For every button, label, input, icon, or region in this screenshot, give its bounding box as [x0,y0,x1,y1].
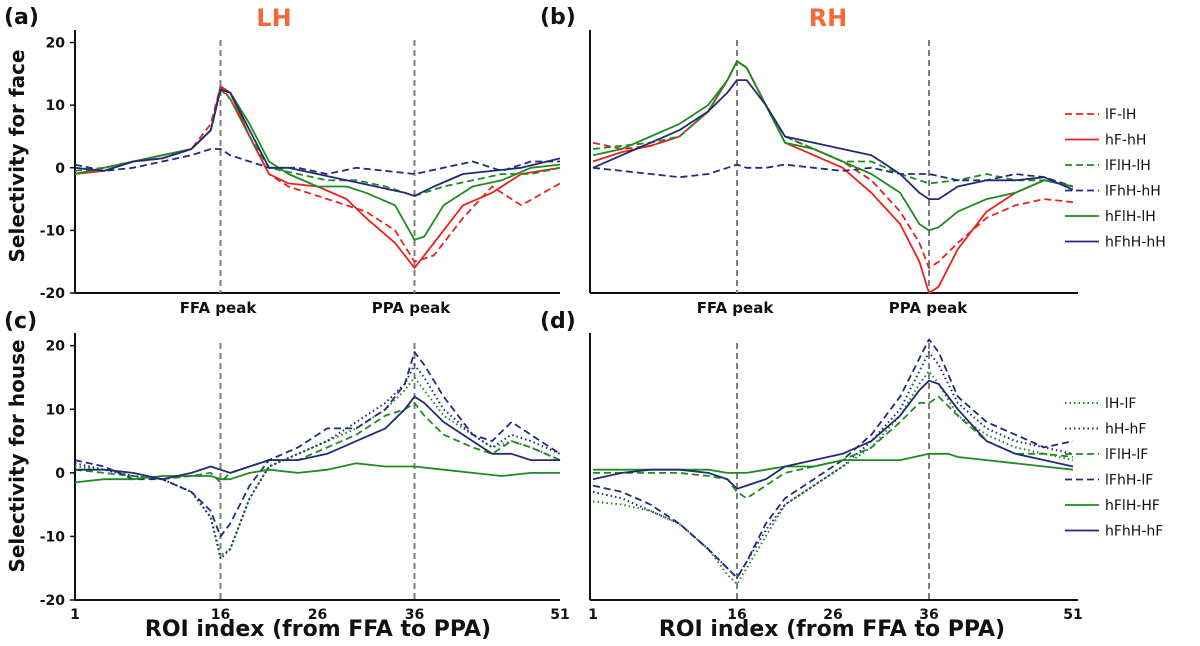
legend-label: lFhH-lF [1105,473,1153,489]
ffa-peak-label-b: FFA peak [697,299,775,317]
y-tick-label: 20 [46,36,66,52]
series-line-hH-hF [592,351,1074,579]
series-line-hFhH-hF [592,379,1074,490]
series-line-lFlH-lH [592,60,1074,188]
series-line-lFlH-lH [74,88,561,197]
ppa-peak-label-a: PPA peak [372,299,451,317]
x-tick-label: 16 [211,607,230,623]
ffa-peak-label-a: FFA peak [180,299,258,317]
x-tick-label: 16 [727,607,746,623]
panel-1 [589,30,1078,294]
y-tick-label: 0 [55,161,65,177]
series-line-hFhH-hH [74,88,561,197]
x-tick-label: 51 [550,607,569,623]
x-axis-label-c: ROI index (from FFA to PPA) [145,617,491,642]
y-tick-label: 10 [46,402,66,418]
series-line-lFhH-lF [74,351,561,538]
series-line-lFhH-hH [592,163,1074,188]
title-lh: LH [256,4,291,32]
panel-letter-a: (a) [4,5,39,30]
x-tick-label: 36 [405,607,424,623]
series-line-hH-hF [74,363,561,560]
x-tick-label: 1 [70,607,80,623]
panel-0: -20 -10 0 10 20 [40,30,561,302]
y-axis-label-house: Selectivity for house [5,339,29,572]
panel-3: 1 16 26 36 51 [588,333,1083,623]
legend-panel-3: lH-lF hH-hF lFlH-lF lFhH-lF hFlH-HF hFhH-hF [1065,396,1163,540]
series-line-hFlH-HF [593,452,1074,474]
legend-label: hFlH-lH [1105,209,1156,225]
y-tick-label: -20 [40,593,66,609]
legend-label: lF-lH [1105,107,1136,123]
legend-label: hFlH-HF [1105,498,1160,514]
x-tick-label: 26 [308,607,327,623]
panel-2: -20 -10 0 10 20 1 16 26 36 51 [40,333,570,623]
x-axis-label-d: ROI index (from FFA to PPA) [659,617,1005,642]
panel-letter-c: (c) [4,309,37,334]
y-tick-label: -20 [40,286,66,302]
series-line-lFlH-lF [593,395,1074,500]
legend-layer: lF-lH hF-hH lFlH-lH lFhH-hH hFlH-lH hFhH-hH lH… [1065,107,1166,540]
series-line-hFhH-hH [592,79,1074,201]
series-line-lH-lF [74,376,561,557]
y-tick-label: 0 [55,466,65,482]
title-rh: RH [809,4,848,32]
series-line-hFlH-lH [74,88,561,241]
x-tick-label: 51 [1063,607,1082,623]
legend-label: lFlH-lF [1105,447,1148,463]
legend-label: hFhH-hF [1105,524,1163,540]
series-line-hFhH-hF [75,395,560,481]
series-line-hF-hH [592,60,1074,294]
series-line-hF-hH [74,85,561,269]
legend-label: lFlH-lH [1105,158,1151,174]
series-line-lF-lH [592,60,1074,269]
panel-letter-b: (b) [540,5,576,30]
x-tick-label: 1 [588,607,598,623]
legend-label: hFhH-hH [1105,235,1166,251]
legend-label: hF-hH [1105,133,1146,149]
y-axis-label-face: Selectivity for face [5,50,29,263]
y-tick-label: 20 [46,339,66,355]
legend-panel-1: lF-lH hF-hH lFlH-lH lFhH-hH hFlH-lH hFhH-hH [1065,107,1166,251]
series-line-hFlH-HF [74,462,560,484]
y-tick-label: -10 [40,529,66,545]
series-line-lF-lH [74,85,561,263]
legend-label: hH-hF [1105,422,1146,438]
x-tick-label: 36 [919,607,938,623]
y-tick-label: -10 [40,223,66,239]
series-line-lFhH-hH [74,148,560,175]
plot-layer: -20 -10 0 10 20 -20 -10 0 10 20 1 16 26 36 51 1 16 26 36 51 [40,30,1083,623]
series-line-lH-lF [592,370,1074,586]
legend-label: lH-lF [1105,396,1136,412]
y-tick-label: 10 [46,98,66,114]
ppa-peak-label-b: PPA peak [889,299,968,317]
legend-label: lFhH-hH [1105,184,1161,200]
x-tick-label: 26 [823,607,842,623]
panel-letter-d: (d) [540,309,576,334]
series-line-lFlH-lF [74,401,561,484]
series-line-lFhH-lF [592,338,1074,579]
series-line-hFlH-lH [592,60,1074,232]
